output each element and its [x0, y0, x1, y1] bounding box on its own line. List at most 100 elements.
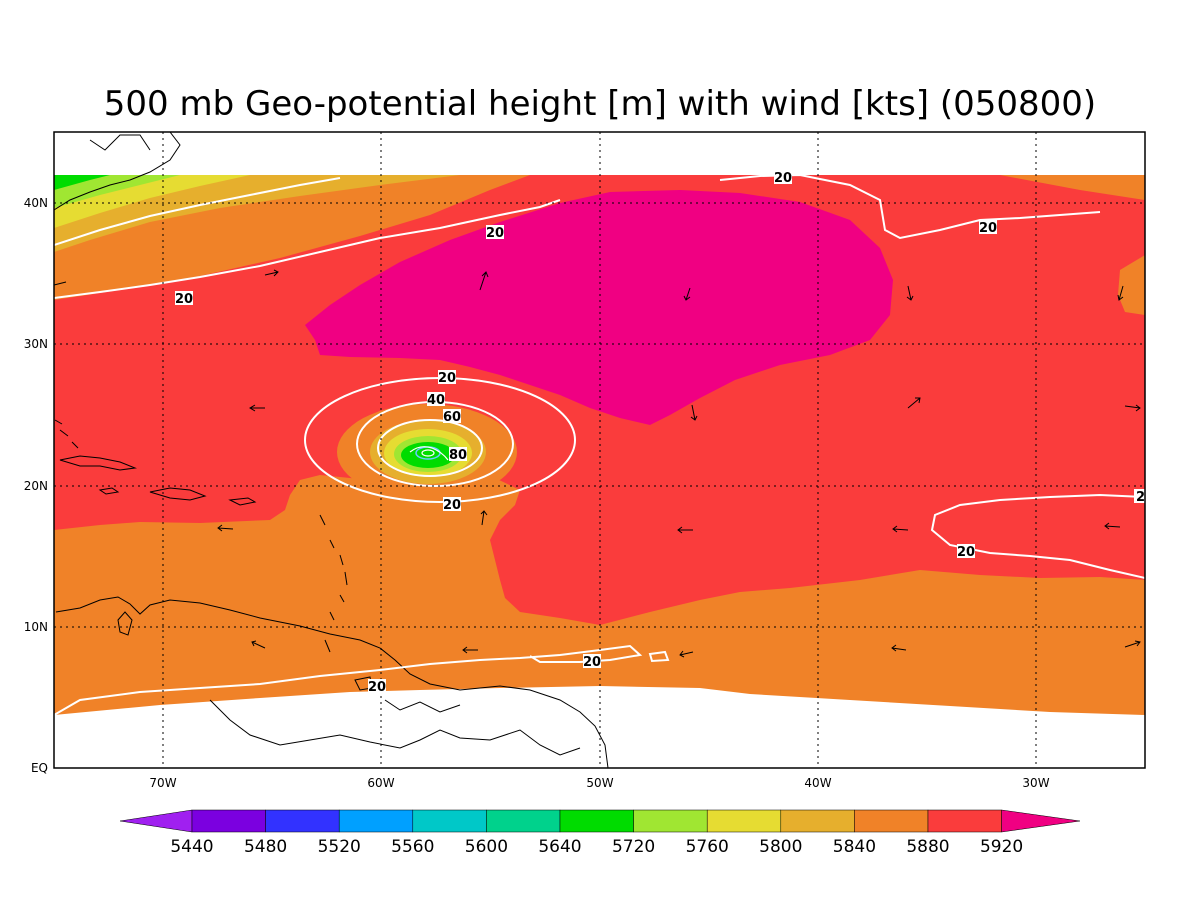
wind-contour-20-east	[930, 493, 1145, 579]
wind-arrow	[683, 287, 691, 301]
y-axis-labels: 40N 30N 20N 10N EQ	[24, 196, 48, 775]
hurricane-eye-swirl	[409, 446, 449, 461]
wind-arrow	[462, 646, 478, 654]
y-tick-label: EQ	[31, 761, 48, 775]
wind-arrow	[907, 397, 921, 409]
colorbar-swatch	[265, 809, 340, 833]
height-band-5720	[54, 175, 110, 190]
colorbar-swatch	[706, 809, 782, 833]
map-plot-area: 20 20 20 20 20 20 20 20 2 20 40 60 80	[54, 132, 1145, 768]
wind-arrow	[1104, 522, 1121, 530]
contour-label: 20	[175, 291, 193, 307]
colorbar-label: 5520	[318, 837, 361, 857]
colorbar-label: 5800	[759, 837, 802, 857]
lake-maracaibo	[117, 611, 133, 636]
puerto-rico	[228, 497, 257, 506]
wind-arrow	[1117, 285, 1124, 301]
colorbar-label: 5720	[612, 837, 655, 857]
colorbar-label: 5840	[833, 837, 876, 857]
colorbar-label: 5920	[980, 837, 1023, 857]
wind-arrow	[892, 525, 909, 533]
contour-label: 20	[443, 497, 461, 513]
wind-arrow	[1124, 404, 1141, 412]
cuba	[59, 455, 137, 471]
contour-label: 40	[427, 392, 445, 408]
wind-contour-20-north	[54, 199, 561, 299]
wind-arrow	[54, 281, 67, 286]
wind-arrow	[264, 269, 279, 277]
contour-label: 20	[486, 225, 504, 241]
lesser-antilles	[319, 514, 348, 653]
y-tick-label: 20N	[24, 479, 48, 493]
svg-text:20: 20	[957, 545, 975, 560]
colorbar-label: 5600	[465, 837, 508, 857]
height-band-5880-right-patch	[1118, 255, 1145, 315]
svg-text:20: 20	[175, 292, 193, 307]
colorbar-left-arrow	[119, 809, 193, 833]
wind-contour-20-south-2	[648, 650, 670, 663]
colorbar: 5440 5480 5520 5560 5600 5640 5720 5760 5800 5840…	[119, 809, 1081, 857]
gridlines	[54, 132, 1145, 768]
wind-arrow	[480, 510, 488, 526]
svg-text:80: 80	[449, 448, 467, 463]
wind-contour-20-top	[719, 173, 1101, 240]
wind-arrow	[217, 524, 234, 532]
svg-text:20: 20	[368, 680, 386, 695]
wind-arrow	[891, 644, 907, 652]
contour-label: 20	[438, 370, 456, 386]
colorbar-swatch	[412, 809, 487, 833]
y-tick-label: 10N	[24, 620, 48, 634]
y-tick-label: 40N	[24, 196, 48, 210]
venezuela-inland	[209, 699, 581, 756]
svg-text:60: 60	[443, 410, 461, 425]
contour-label: 20	[979, 220, 997, 236]
contour-label: 20	[774, 170, 792, 186]
contour-label: 60	[443, 409, 461, 425]
wind-arrow	[1124, 640, 1141, 648]
svg-text:2: 2	[1136, 490, 1145, 505]
colorbar-right-arrow	[1001, 809, 1081, 833]
wind-arrow	[479, 271, 489, 291]
map-title: 500 mb Geo-potential height [m] with win…	[104, 84, 1096, 124]
x-tick-label: 40W	[804, 776, 831, 790]
wind-arrows	[54, 269, 1141, 658]
colorbar-label: 5440	[170, 837, 213, 857]
contour-label: 20	[368, 679, 386, 695]
colorbar-swatch	[191, 809, 266, 833]
wind-arrow	[251, 640, 266, 649]
svg-text:40: 40	[427, 393, 445, 408]
contour-label: 20	[957, 544, 975, 560]
svg-text:20: 20	[774, 171, 792, 186]
guyana-border	[384, 699, 461, 713]
colorbar-label: 5560	[391, 837, 434, 857]
height-band-max-high	[305, 190, 893, 425]
colorbar-swatch	[633, 809, 708, 833]
svg-text:20: 20	[486, 226, 504, 241]
height-band-5760	[54, 175, 180, 208]
map-frame	[53, 131, 1146, 769]
svg-text:20: 20	[438, 371, 456, 386]
colorbar-swatch	[780, 809, 855, 833]
contour-label: 2	[1134, 489, 1145, 505]
wind-arrow	[906, 285, 914, 301]
colorbar-swatch	[338, 809, 414, 833]
south-america-coast	[55, 596, 609, 768]
wind-contour-60-hurricane	[377, 419, 483, 477]
colorbar-swatch	[927, 809, 1002, 833]
coastlines	[54, 132, 609, 768]
north-america-coast	[54, 132, 181, 211]
x-axis-labels: 70W 60W 50W 40W 30W	[149, 776, 1049, 790]
colorbar-label: 5480	[244, 837, 287, 857]
x-tick-label: 60W	[367, 776, 394, 790]
svg-text:20: 20	[443, 498, 461, 513]
wind-contour-20-south	[54, 644, 643, 716]
bahamas	[54, 419, 79, 449]
colorbar-label: 5760	[686, 837, 729, 857]
contour-label: 20	[583, 654, 601, 670]
wind-contour-20-upper	[54, 177, 341, 246]
y-tick-label: 30N	[24, 337, 48, 351]
colorbar-label: 5880	[906, 837, 949, 857]
contour-label-group: 20 20 20 20 20 20 20 20 2 20 40 60 80	[175, 170, 1145, 695]
x-tick-label: 50W	[586, 776, 613, 790]
